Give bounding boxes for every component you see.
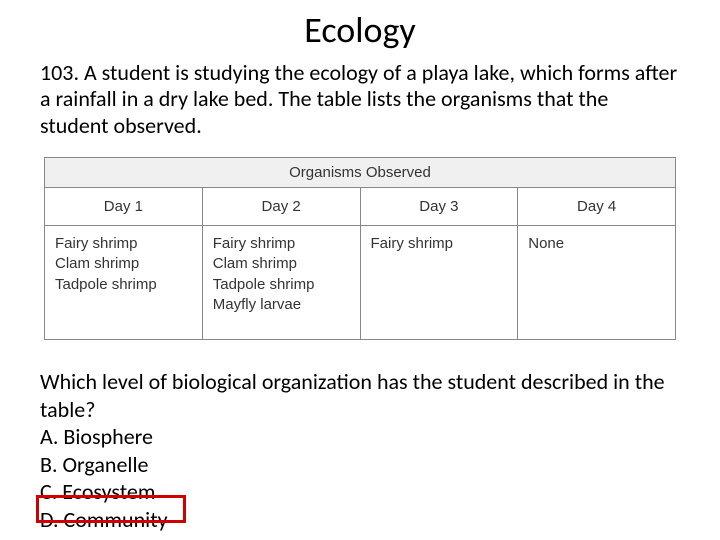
observations-table-container: Organisms Observed Day 1 Day 2 Day 3 Day… bbox=[44, 157, 676, 340]
option-d: D. Community bbox=[40, 506, 680, 534]
table-caption: Organisms Observed bbox=[45, 158, 676, 188]
option-a: A. Biosphere bbox=[40, 423, 680, 451]
col-header-day2: Day 2 bbox=[202, 188, 360, 226]
cell-day4: None bbox=[518, 226, 676, 340]
organism: Fairy shrimp bbox=[213, 234, 350, 254]
organism: None bbox=[528, 234, 665, 254]
cell-day3: Fairy shrimp bbox=[360, 226, 518, 340]
col-header-day3: Day 3 bbox=[360, 188, 518, 226]
organism: Tadpole shrimp bbox=[213, 275, 350, 295]
organism: Clam shrimp bbox=[55, 254, 192, 274]
table-row: Fairy shrimp Clam shrimp Tadpole shrimp … bbox=[45, 226, 676, 340]
question-text: 103. A student is studying the ecology o… bbox=[40, 60, 680, 139]
col-header-day4: Day 4 bbox=[518, 188, 676, 226]
cell-day1: Fairy shrimp Clam shrimp Tadpole shrimp bbox=[45, 226, 203, 340]
observations-table: Organisms Observed Day 1 Day 2 Day 3 Day… bbox=[44, 157, 676, 340]
organism: Fairy shrimp bbox=[371, 234, 508, 254]
organism: Clam shrimp bbox=[213, 254, 350, 274]
option-c: C. Ecosystem bbox=[40, 478, 680, 506]
organism: Mayfly larvae bbox=[213, 295, 350, 315]
followup-text: Which level of biological organization h… bbox=[40, 368, 680, 423]
organism: Fairy shrimp bbox=[55, 234, 192, 254]
organism: Tadpole shrimp bbox=[55, 275, 192, 295]
col-header-day1: Day 1 bbox=[45, 188, 203, 226]
option-b: B. Organelle bbox=[40, 451, 680, 479]
cell-day2: Fairy shrimp Clam shrimp Tadpole shrimp … bbox=[202, 226, 360, 340]
page-title: Ecology bbox=[40, 8, 680, 52]
